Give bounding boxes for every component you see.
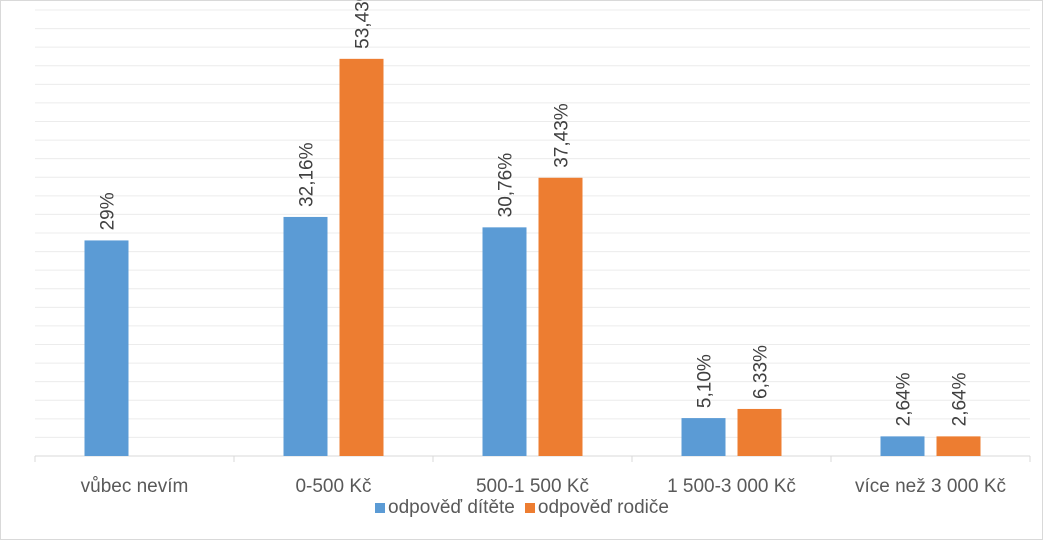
x-tick-label: 500-1 500 Kč <box>476 476 589 497</box>
x-tick-label: 1 500-3 000 Kč <box>667 476 796 497</box>
data-label: 37,43% <box>552 103 573 168</box>
x-tick-label: vůbec nevím <box>81 476 189 497</box>
bar <box>737 408 782 456</box>
bar <box>482 227 527 456</box>
data-label: 53,43% <box>353 0 374 49</box>
bar <box>681 418 726 456</box>
bar <box>880 436 925 456</box>
legend: odpověď dítěte odpověď rodiče <box>0 497 1044 519</box>
data-label: 2,64% <box>894 372 915 426</box>
bar <box>283 216 328 456</box>
x-tick-label: více než 3 000 Kč <box>855 476 1006 497</box>
legend-label-child: odpověď dítěte <box>388 497 515 518</box>
data-label: 5,10% <box>695 354 716 408</box>
bar <box>339 58 384 456</box>
bar <box>84 240 129 456</box>
data-label: 32,16% <box>297 142 318 207</box>
legend-label-parent: odpověď rodiče <box>537 497 669 518</box>
bar <box>538 177 583 457</box>
bar <box>936 436 981 456</box>
data-label: 2,64% <box>950 372 971 426</box>
data-label: 29% <box>98 192 119 230</box>
legend-item-child: odpověď dítěte <box>375 497 515 519</box>
data-label: 6,33% <box>751 345 772 399</box>
legend-swatch-parent <box>524 503 535 513</box>
legend-swatch-child <box>375 503 386 513</box>
x-tick-label: 0-500 Kč <box>295 476 371 497</box>
data-label: 30,76% <box>496 153 517 218</box>
legend-item-parent: odpověď rodiče <box>524 497 669 519</box>
